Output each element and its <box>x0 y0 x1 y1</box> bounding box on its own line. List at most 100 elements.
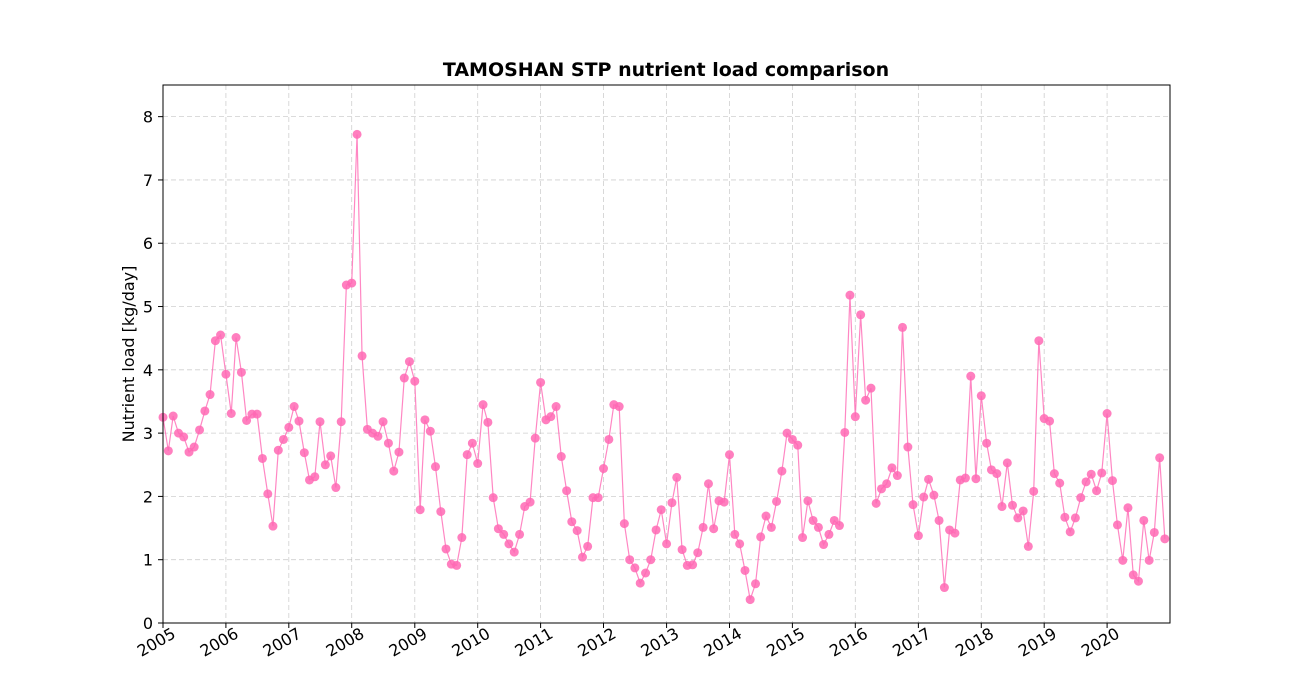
data-point <box>808 515 818 525</box>
data-point <box>195 425 205 435</box>
data-point <box>179 432 189 442</box>
data-point <box>352 129 362 139</box>
data-point <box>404 357 414 367</box>
data-point <box>336 417 346 427</box>
data-point <box>420 415 430 425</box>
data-point <box>268 521 278 531</box>
data-point <box>1086 469 1096 479</box>
data-point <box>452 560 462 570</box>
data-point <box>834 521 844 531</box>
data-point <box>556 452 566 462</box>
data-point <box>976 391 986 401</box>
data-point <box>525 497 535 507</box>
data-point <box>315 417 325 427</box>
data-point <box>216 330 226 340</box>
data-point <box>960 473 970 483</box>
data-point <box>441 544 451 554</box>
data-point <box>850 412 860 422</box>
data-point <box>583 541 593 551</box>
data-point <box>599 464 609 474</box>
data-point <box>913 531 923 541</box>
data-point <box>1023 541 1033 551</box>
data-point <box>1123 503 1133 513</box>
data-point <box>1076 493 1086 503</box>
data-point <box>1160 534 1170 544</box>
data-point <box>231 333 241 343</box>
data-point <box>567 517 577 527</box>
data-point <box>667 498 677 508</box>
data-point <box>378 417 388 427</box>
data-point <box>677 545 687 555</box>
data-point <box>740 565 750 575</box>
data-point <box>462 450 472 460</box>
data-point <box>373 431 383 441</box>
data-point <box>394 447 404 457</box>
data-point <box>992 469 1002 479</box>
y-tick-label: 2 <box>143 487 153 506</box>
data-point <box>819 540 829 550</box>
data-point <box>1155 453 1165 463</box>
data-point <box>693 548 703 558</box>
data-point <box>331 483 341 493</box>
data-point <box>751 579 761 589</box>
data-point <box>236 367 246 377</box>
data-point <box>1107 476 1117 486</box>
data-point <box>625 555 635 565</box>
data-point <box>724 450 734 460</box>
data-point <box>1049 469 1059 479</box>
data-point <box>813 522 823 532</box>
data-point <box>430 462 440 472</box>
data-point <box>210 336 220 346</box>
data-point <box>866 383 876 393</box>
data-point <box>1102 409 1112 418</box>
data-point <box>499 529 509 539</box>
data-point <box>887 463 897 473</box>
data-point <box>934 515 944 525</box>
data-point <box>410 376 420 386</box>
data-point <box>593 493 603 503</box>
data-point <box>577 552 587 562</box>
data-point <box>803 496 813 506</box>
data-point <box>997 502 1007 512</box>
y-tick-label: 6 <box>143 234 153 253</box>
data-point <box>488 493 498 503</box>
data-point <box>572 526 582 536</box>
data-point <box>163 446 173 456</box>
data-point <box>299 448 309 458</box>
data-point <box>546 412 556 422</box>
data-point <box>294 416 304 426</box>
y-axis-label: Nutrient load [kg/day] <box>119 266 138 443</box>
data-point <box>619 519 629 529</box>
data-point <box>483 417 493 427</box>
data-point <box>205 390 215 400</box>
data-point <box>703 479 713 489</box>
data-point <box>966 371 976 381</box>
data-point <box>798 533 808 543</box>
data-point <box>908 500 918 510</box>
data-point <box>252 409 262 419</box>
data-point <box>761 511 771 521</box>
data-point <box>189 442 199 452</box>
data-point <box>971 474 981 484</box>
data-point <box>273 445 283 455</box>
data-point <box>924 474 934 484</box>
data-point <box>672 472 682 482</box>
data-point <box>1070 513 1080 523</box>
data-point <box>509 547 519 557</box>
data-point <box>320 460 330 470</box>
data-point <box>347 278 357 288</box>
data-point <box>871 498 881 508</box>
data-point <box>919 492 929 502</box>
data-point <box>709 524 719 534</box>
data-point <box>1018 506 1028 516</box>
data-point <box>766 522 776 532</box>
data-point <box>903 442 913 452</box>
data-point <box>662 539 672 549</box>
data-point <box>168 411 178 421</box>
data-point <box>478 400 488 410</box>
data-point <box>861 395 871 405</box>
data-point <box>793 440 803 450</box>
data-point <box>641 568 651 578</box>
